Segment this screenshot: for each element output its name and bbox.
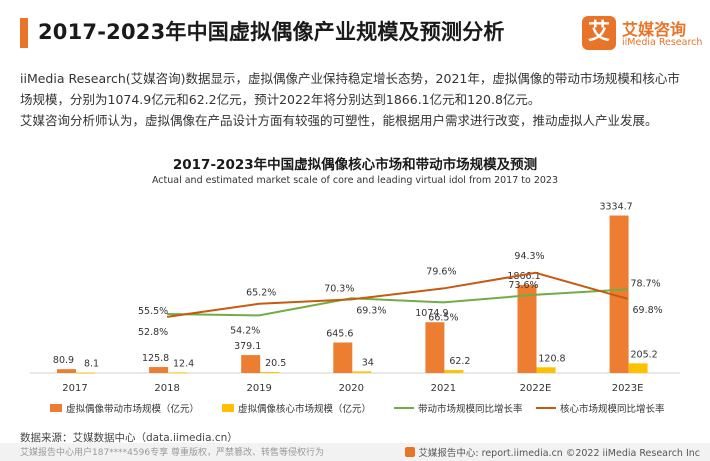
bar-core-2018 xyxy=(168,372,188,374)
line-label-core-2023E: 69.8% xyxy=(633,305,663,316)
bar-core-2021 xyxy=(444,370,464,373)
line-label-leading-2018: 55.5% xyxy=(138,306,168,317)
chart-title: 2017-2023年中国虚拟偶像核心市场和带动市场规模及预测 xyxy=(172,157,538,173)
bar-label-leading-2017: 80.9 xyxy=(53,355,74,366)
bar-label-core-2022E: 120.8 xyxy=(538,353,565,364)
legend-label-1: 虚拟偶像核心市场规模（亿元） xyxy=(238,403,371,415)
bar-core-2020 xyxy=(352,371,372,373)
bar-core-2017 xyxy=(76,372,95,374)
line-label-leading-2022E: 73.6% xyxy=(508,280,538,291)
line-leading-growth xyxy=(167,288,628,317)
line-label-leading-2023E: 78.7% xyxy=(631,278,661,289)
bar-label-leading-2021: 1074.9 xyxy=(415,308,448,319)
line-label-core-2021: 79.6% xyxy=(426,266,456,277)
bar-label-leading-2018: 125.8 xyxy=(142,353,169,364)
x-tick-2017: 2017 xyxy=(62,383,87,394)
bar-label-leading-2023E: 3334.7 xyxy=(599,202,632,213)
page-header: 2017-2023年中国虚拟偶像产业规模及预测分析 艾 艾媒咨询 iiMedia… xyxy=(0,0,710,64)
x-tick-2022E: 2022E xyxy=(520,383,552,394)
line-core-growth xyxy=(166,271,628,318)
footer-site: 艾媒报告中心: report.iimedia.cn ©2022 iiMedia … xyxy=(405,445,700,459)
line-label-core-2022E: 94.3% xyxy=(514,251,544,262)
bar-label-core-2018: 12.4 xyxy=(173,358,194,369)
title-accent-bar xyxy=(20,18,28,48)
bar-core-2023E xyxy=(628,363,648,373)
x-tick-2019: 2019 xyxy=(246,383,271,394)
line-label-core-2019: 65.2% xyxy=(246,288,276,299)
legend-label-2: 带动市场规模同比增长率 xyxy=(418,403,523,415)
line-label-core-2020: 69.3% xyxy=(356,305,386,316)
intro-text-2: 艾媒咨询分析师认为，虚拟偶像在产品设计方面有较强的可塑性，能根据用户需求进行改变… xyxy=(20,113,658,128)
bar-leading-2017 xyxy=(57,369,76,373)
bar-leading-2023E xyxy=(609,215,629,373)
line-label-leading-2019: 54.2% xyxy=(230,325,260,336)
bar-label-core-2023E: 205.2 xyxy=(630,349,657,360)
bar-leading-2022E xyxy=(517,284,537,373)
line-label-core-2018: 52.8% xyxy=(138,327,168,338)
x-tick-2020: 2020 xyxy=(339,383,364,394)
bar-leading-2019 xyxy=(241,355,261,373)
line-label-leading-2021: 66.5% xyxy=(428,312,458,323)
x-tick-2023E: 2023E xyxy=(612,383,644,394)
x-tick-2021: 2021 xyxy=(431,383,456,394)
bar-label-core-2020: 34 xyxy=(362,357,374,368)
x-tick-2018: 2018 xyxy=(154,383,179,394)
logo-mark-icon: 艾 xyxy=(582,16,616,50)
bar-label-core-2019: 20.5 xyxy=(265,358,286,369)
logo-cn-text: 艾媒咨询 xyxy=(622,20,687,39)
bar-core-2022E xyxy=(536,367,556,373)
bar-leading-2021 xyxy=(425,322,445,373)
bar-leading-2018 xyxy=(149,367,169,373)
legend-swatch-leading-bar xyxy=(50,404,62,412)
intro-paragraph: iiMedia Research(艾媒咨询)数据显示，虚拟偶像产业保持稳定增长态… xyxy=(20,68,692,131)
chart-subtitle: Actual and estimated market scale of cor… xyxy=(151,175,559,186)
legend-label-0: 虚拟偶像带动市场规模（亿元） xyxy=(66,403,199,415)
bar-label-leading-2019: 379.1 xyxy=(234,341,261,352)
line-label-leading-2020: 70.3% xyxy=(324,283,354,294)
bar-leading-2020 xyxy=(333,342,353,373)
bar-label-core-2021: 62.2 xyxy=(449,356,470,367)
intro-text-1: iiMedia Research(艾媒咨询)数据显示，虚拟偶像产业保持稳定增长态… xyxy=(20,71,680,107)
data-source: 数据来源：艾媒数据中心（data.iimedia.cn） xyxy=(20,432,238,444)
bar-label-core-2017: 8.1 xyxy=(84,359,99,370)
iimedia-logo: 艾 艾媒咨询 iiMedia Research xyxy=(582,16,702,52)
bar-label-leading-2020: 645.6 xyxy=(326,329,353,340)
footer-site-text: 艾媒报告中心: report.iimedia.cn ©2022 iiMedia … xyxy=(418,448,700,459)
legend-swatch-core-bar xyxy=(222,404,234,412)
logo-en-text: iiMedia Research xyxy=(622,37,703,48)
bar-core-2019 xyxy=(260,372,280,374)
page-footer: 艾媒报告中心用户187****4596专享 尊重版权，严禁篡改、转售等侵权行为 … xyxy=(0,443,710,461)
bar-label-leading-2022E: 1866.1 xyxy=(507,271,540,282)
report-center-icon xyxy=(405,447,416,457)
legend-label-3: 核心市场规模同比增长率 xyxy=(560,403,665,415)
footer-copyright-note: 艾媒报告中心用户187****4596专享 尊重版权，严禁篡改、转售等侵权行为 xyxy=(20,448,324,458)
page-title: 2017-2023年中国虚拟偶像产业规模及预测分析 xyxy=(38,20,505,44)
